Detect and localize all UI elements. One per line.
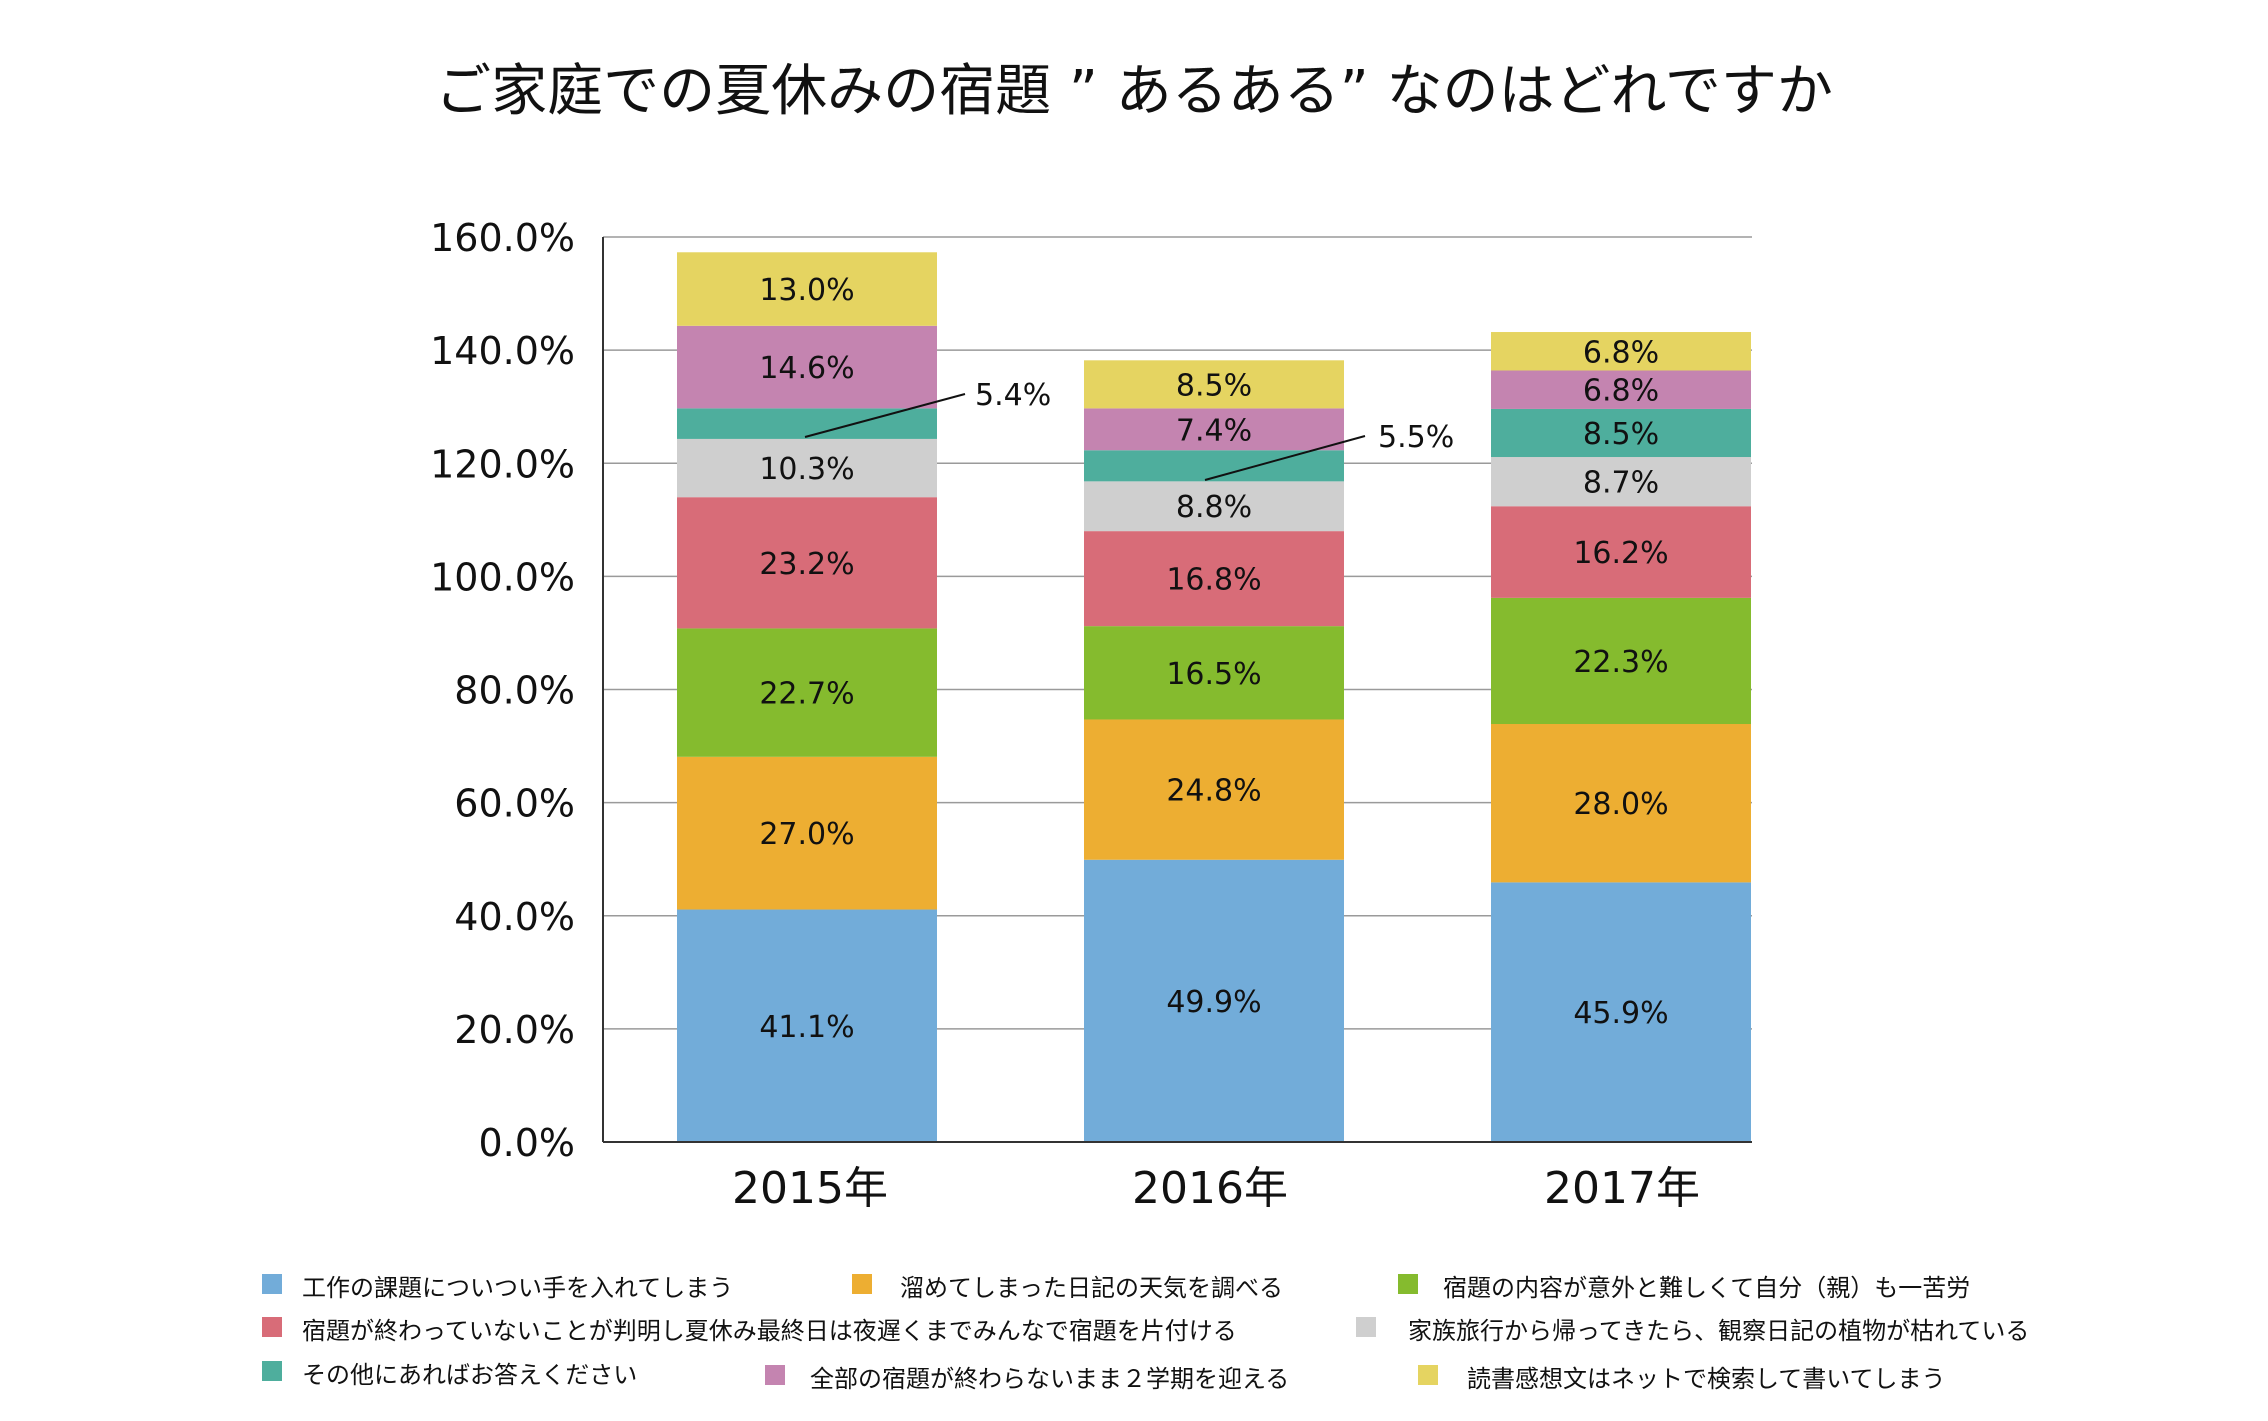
legend-item: 宿題の内容が意外と難しくて自分（親）も一苦労 (1398, 1274, 1970, 1302)
bar-segment (1491, 506, 1751, 598)
bar-segment (1491, 332, 1751, 371)
legend-swatch (262, 1317, 282, 1337)
legend-label: その他にあればお答えください (302, 1361, 637, 1389)
axis-layer: 0.0% 20.0% 40.0% 60.0% 80.0% 100.0% 120.0% 140.… (430, 216, 1752, 1214)
bar-segment (677, 497, 937, 629)
data-label: 16.2% (1573, 536, 1668, 571)
y-tick-label: 0.0% (478, 1121, 575, 1165)
legend-swatch (262, 1274, 282, 1294)
bar-segment (1491, 408, 1751, 458)
legend-label: 読書感想文はネットで検索して書いてしまう (1467, 1365, 1946, 1393)
bar-segment (1491, 597, 1751, 725)
legend-swatch (1398, 1274, 1418, 1294)
bar-segment (1084, 719, 1344, 860)
legend-swatch (765, 1365, 785, 1385)
data-label: 8.5% (1583, 417, 1659, 452)
data-label: 22.3% (1573, 645, 1668, 680)
legend-swatch (852, 1274, 872, 1294)
legend-label: 全部の宿題が終わらないまま２学期を迎える (810, 1365, 1289, 1393)
bar-segment (1084, 531, 1344, 627)
legend-item: 家族旅行から帰ってきたら、観察日記の植物が枯れている (1356, 1317, 2029, 1345)
chart-title: ご家庭での夏休みの宿題 ” あるある” なのはどれですか (435, 59, 1833, 124)
y-tick-label: 120.0% (430, 442, 575, 486)
legend-item: 読書感想文はネットで検索して書いてしまう (1418, 1365, 1946, 1393)
y-tick-label: 160.0% (430, 216, 575, 260)
data-label: 24.8% (1166, 774, 1261, 809)
bar-segment (677, 325, 937, 409)
bar-segment (677, 756, 937, 910)
callout-line (1204, 435, 1366, 481)
bar-segment (1491, 370, 1751, 409)
legend: 工作の課題についつい手を入れてしまう 溜めてしまった日記の天気を調べる 宿題の内容が… (262, 1274, 2029, 1393)
data-label: 6.8% (1583, 374, 1659, 409)
bar-segment (677, 909, 937, 1142)
bar-segment (677, 252, 937, 326)
legend-item: その他にあればお答えください (262, 1361, 637, 1389)
y-tick-label: 60.0% (454, 782, 575, 826)
data-label: 41.1% (759, 1010, 854, 1045)
bar-segment (1491, 457, 1751, 507)
legend-swatch (262, 1361, 282, 1381)
bars-layer (677, 252, 1751, 1142)
data-label: 10.3% (759, 452, 854, 487)
legend-item: 宿題が終わっていないことが判明し夏休み最終日は夜遅くまでみんなで宿題を片付ける (262, 1317, 1237, 1345)
bar-segment (677, 438, 937, 498)
data-label: 8.5% (1176, 368, 1252, 403)
bar-segment (1084, 450, 1344, 482)
bar-segment (1084, 859, 1344, 1142)
bar-segment (1491, 724, 1751, 883)
bar-segment (1084, 481, 1344, 532)
bar-segment (1491, 882, 1751, 1142)
callout-line (804, 393, 966, 438)
legend-swatch (1356, 1317, 1376, 1337)
legend-label: 工作の課題についつい手を入れてしまう (302, 1274, 733, 1302)
bar-segment (677, 628, 937, 757)
bar-segment (1084, 360, 1344, 409)
bar-segment (1084, 408, 1344, 451)
legend-label: 宿題が終わっていないことが判明し夏休み最終日は夜遅くまでみんなで宿題を片付ける (302, 1317, 1237, 1345)
data-label: 13.0% (759, 273, 854, 308)
y-tick-label: 100.0% (430, 555, 575, 599)
data-label: 5.5% (1378, 420, 1454, 455)
x-tick-label: 2016年 (1132, 1163, 1288, 1214)
legend-label: 溜めてしまった日記の天気を調べる (900, 1274, 1283, 1302)
labels-layer: 41.1% 49.9% 45.9% 27.0% 24.8% 28.0% 22.7% 16.5%… (759, 273, 1668, 1045)
x-tick-label: 2015年 (732, 1163, 888, 1214)
data-label: 7.4% (1176, 413, 1252, 448)
legend-item: 全部の宿題が終わらないまま２学期を迎える (765, 1365, 1289, 1393)
legend-item: 工作の課題についつい手を入れてしまう (262, 1274, 733, 1302)
data-label: 23.2% (759, 547, 854, 582)
data-label: 8.7% (1583, 466, 1659, 501)
data-label: 6.8% (1583, 335, 1659, 370)
data-label: 16.5% (1166, 657, 1261, 692)
data-label: 22.7% (759, 677, 854, 712)
data-label: 28.0% (1573, 787, 1668, 822)
data-label: 8.8% (1176, 490, 1252, 525)
legend-label: 家族旅行から帰ってきたら、観察日記の植物が枯れている (1408, 1317, 2029, 1345)
data-label: 14.6% (759, 351, 854, 386)
y-tick-label: 20.0% (454, 1008, 575, 1052)
legend-swatch (1418, 1365, 1438, 1385)
y-tick-label: 140.0% (430, 329, 575, 373)
data-label: 45.9% (1573, 996, 1668, 1031)
y-tick-label: 80.0% (454, 669, 575, 713)
bar-segment (1084, 626, 1344, 720)
data-label: 5.4% (975, 378, 1051, 413)
data-label: 49.9% (1166, 985, 1261, 1020)
x-tick-label: 2017年 (1544, 1163, 1700, 1214)
y-tick-label: 40.0% (454, 895, 575, 939)
data-label: 16.8% (1166, 563, 1261, 598)
legend-label: 宿題の内容が意外と難しくて自分（親）も一苦労 (1443, 1274, 1970, 1302)
legend-item: 溜めてしまった日記の天気を調べる (852, 1274, 1283, 1302)
data-label: 27.0% (759, 817, 854, 852)
